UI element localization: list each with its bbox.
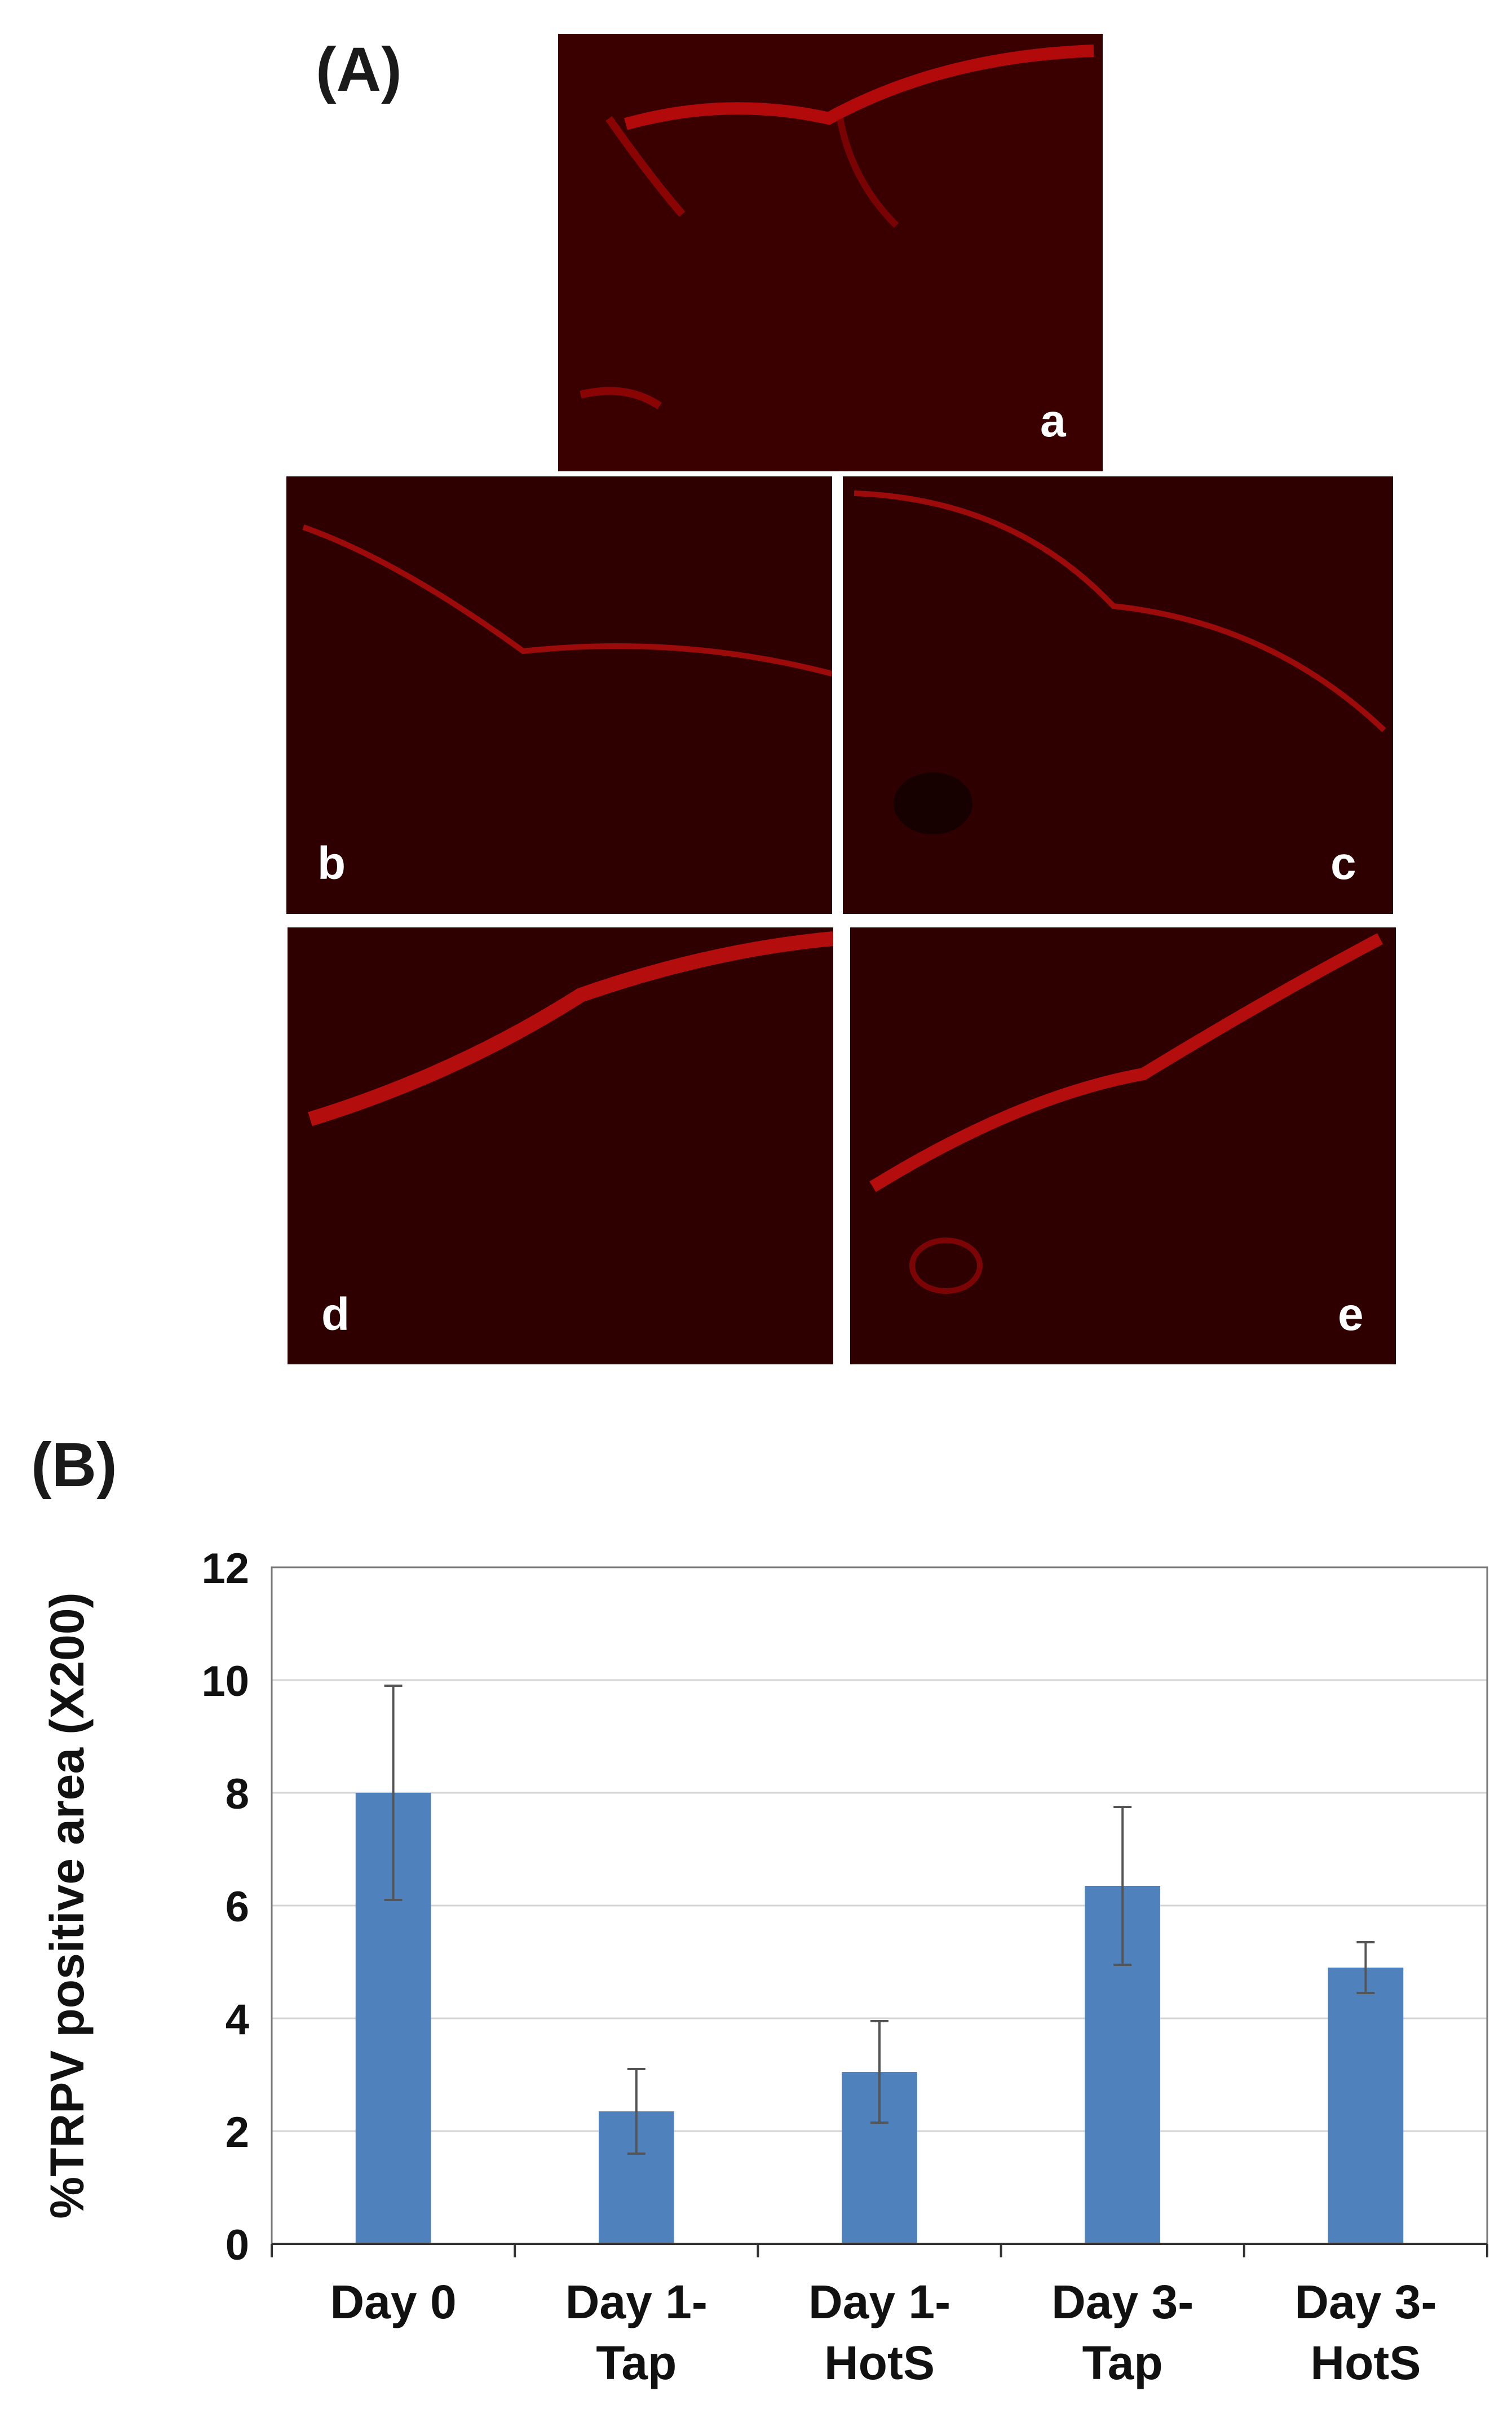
micrograph-a: a	[558, 34, 1103, 471]
y-tick-label: 10	[201, 1658, 249, 1705]
micrograph-b: b	[286, 476, 832, 914]
y-axis-label: %TRPV positive area (X200)	[41, 1592, 94, 2218]
grid-lines	[272, 1679, 1487, 2132]
micrograph-letter-b: b	[317, 838, 346, 889]
panel-a-label: (A)	[316, 35, 402, 104]
x-tick-label: Tap	[1082, 2336, 1163, 2389]
bars	[355, 1685, 1404, 2244]
x-tick-label: Tap	[596, 2336, 677, 2389]
y-tick-label: 8	[226, 1770, 249, 1818]
x-tick-label: Day 3-	[1294, 2275, 1436, 2328]
x-tick-label: HotS	[824, 2336, 935, 2389]
axes: 0 2 4 6 8 10 12 Day 0 Day 1- Tap Day 1- HotS Day 3- T…	[201, 1545, 1488, 2389]
bar-chart: 0 2 4 6 8 10 12 Day 0 Day 1- Tap Day 1- HotS Day 3- T…	[41, 1545, 1488, 2389]
bar	[1328, 1968, 1404, 2244]
micrograph-d: d	[288, 927, 833, 1364]
micrograph-letter-a: a	[1040, 395, 1066, 447]
micrograph-letter-c: c	[1330, 838, 1356, 889]
x-tick-label: Day 1-	[565, 2275, 708, 2328]
x-tick-label: Day 1-	[808, 2275, 950, 2328]
x-tick-label: Day 3-	[1051, 2275, 1193, 2328]
panel-b-label: (B)	[31, 1430, 117, 1500]
y-tick-label: 12	[201, 1545, 249, 1593]
micrograph-letter-e: e	[1338, 1289, 1364, 1340]
y-tick-label: 2	[226, 2109, 249, 2156]
micrograph-c: c	[843, 476, 1393, 914]
y-tick-label: 0	[226, 2221, 249, 2269]
micrograph-e: e	[850, 927, 1396, 1364]
micrograph-letter-d: d	[321, 1289, 350, 1340]
y-tick-label: 4	[226, 1996, 249, 2044]
x-tick-label: HotS	[1310, 2336, 1421, 2389]
y-tick-label: 6	[226, 1883, 249, 1931]
x-tick-label: Day 0	[330, 2275, 457, 2328]
